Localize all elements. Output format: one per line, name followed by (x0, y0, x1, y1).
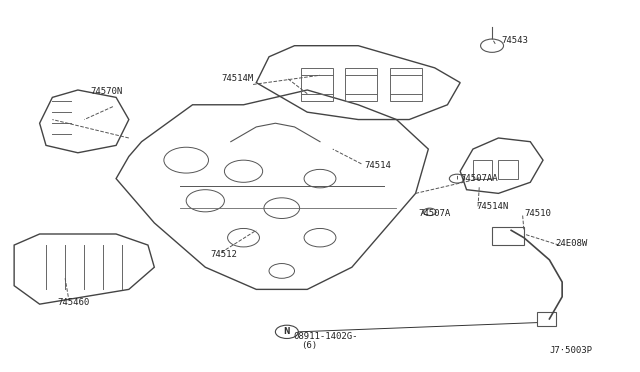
Text: 74514N: 74514N (476, 202, 508, 211)
Text: J7·5003P: J7·5003P (549, 346, 593, 355)
Text: 24E08W: 24E08W (556, 239, 588, 248)
Text: 08911-1402G-: 08911-1402G- (293, 332, 358, 341)
Text: 74507AA: 74507AA (460, 174, 498, 183)
Text: 74510: 74510 (524, 209, 551, 218)
Text: 74514M: 74514M (221, 74, 253, 83)
Text: 74512: 74512 (211, 250, 237, 259)
Text: 74507A: 74507A (419, 209, 451, 218)
Text: N: N (284, 327, 290, 336)
Text: 74570N: 74570N (91, 87, 123, 96)
Text: 74543: 74543 (502, 36, 529, 45)
Text: 74514: 74514 (365, 161, 392, 170)
Text: (6): (6) (301, 341, 317, 350)
Text: 745460: 745460 (58, 298, 90, 307)
